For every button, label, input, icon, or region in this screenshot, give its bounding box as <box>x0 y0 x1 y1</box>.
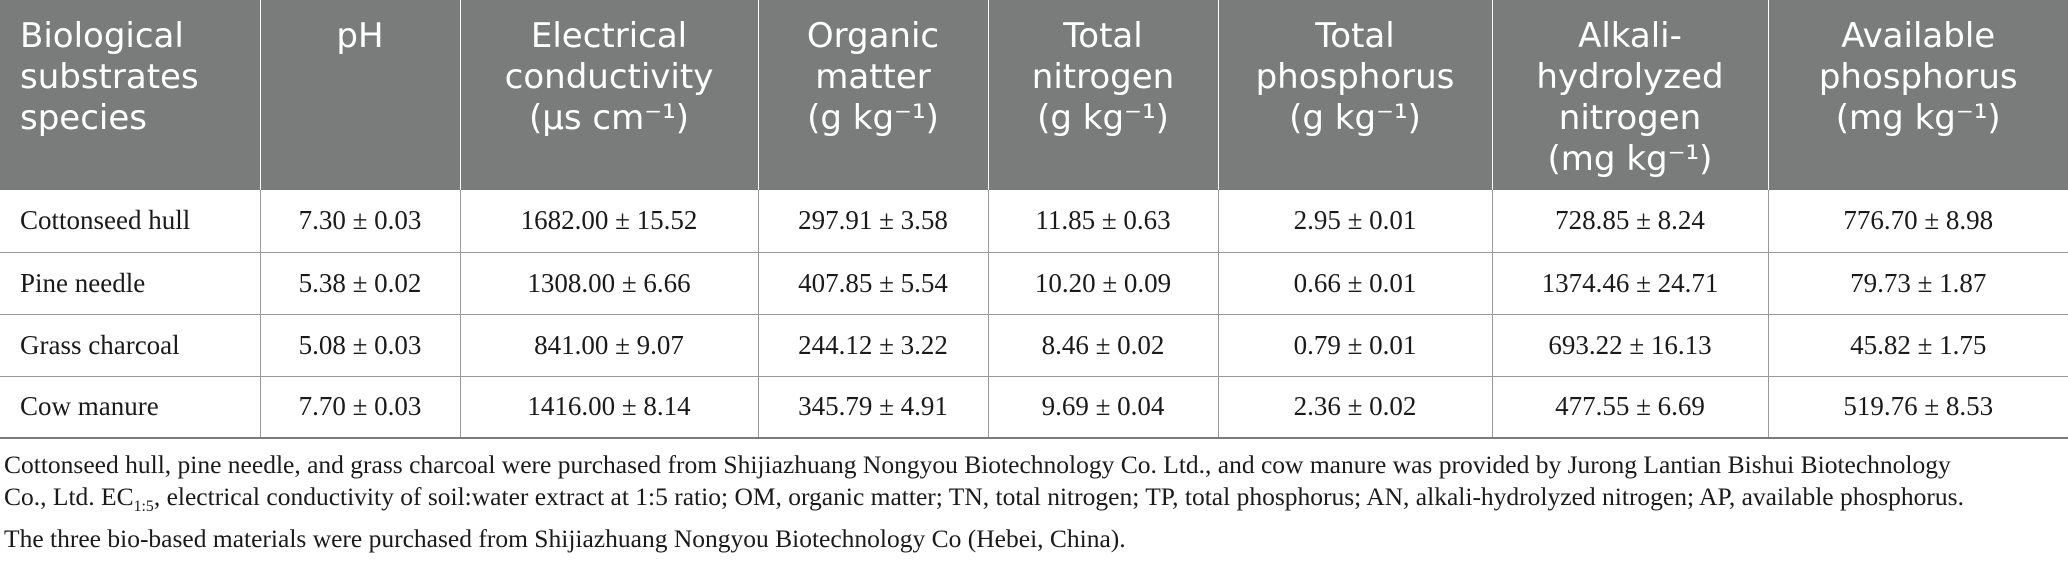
header-line: species <box>20 98 147 138</box>
table-cell: 8.46 ± 0.02 <box>988 314 1219 377</box>
substrate-properties-table: Biological substrates species pH Electrical c… <box>0 0 2068 439</box>
header-line: Available <box>1841 16 1996 56</box>
header-line: Total <box>1315 16 1395 56</box>
table-page: Biological substrates species pH Electrical c… <box>0 0 2068 555</box>
table-cell: 519.76 ± 8.53 <box>1768 376 2068 439</box>
footnote-line-2: Co., Ltd. EC1:5, electrical conductivity… <box>4 481 2064 523</box>
row-label: Cow manure <box>0 376 261 439</box>
table-row: Grass charcoal 5.08 ± 0.03 841.00 ± 9.07 24… <box>0 314 2068 377</box>
header-line: (mg kg⁻¹) <box>1547 139 1713 179</box>
table-cell: 0.66 ± 0.01 <box>1218 252 1493 315</box>
header-line: phosphorus <box>1255 57 1455 97</box>
header-line: (mg kg⁻¹) <box>1835 98 2001 138</box>
header-ap: Available phosphorus (mg kg⁻¹) <box>1768 0 2068 190</box>
table-cell: 5.08 ± 0.03 <box>260 314 461 377</box>
table-cell: 297.91 ± 3.58 <box>758 190 989 253</box>
header-line: Alkali- <box>1578 16 1682 56</box>
footnote-line-3: The three bio-based materials were purch… <box>4 524 1126 554</box>
header-an: Alkali-hydrolyzed nitrogen (mg kg⁻¹) <box>1492 0 1769 190</box>
table-cell: 345.79 ± 4.91 <box>758 376 989 439</box>
table-row: Cottonseed hull 7.30 ± 0.03 1682.00 ± 15.5… <box>0 190 2068 253</box>
table-row: Pine needle 5.38 ± 0.02 1308.00 ± 6.66 407.… <box>0 252 2068 315</box>
table-cell: 7.70 ± 0.03 <box>260 376 461 439</box>
header-line: Biological <box>20 16 184 56</box>
header-ph: pH <box>260 0 461 190</box>
table-body: Cottonseed hull 7.30 ± 0.03 1682.00 ± 15.5… <box>0 190 2068 439</box>
table-cell: 9.69 ± 0.04 <box>988 376 1219 439</box>
table-cell: 1682.00 ± 15.52 <box>460 190 759 253</box>
table-cell: 79.73 ± 1.87 <box>1768 252 2068 315</box>
header-line: matter <box>815 57 931 97</box>
row-label: Pine needle <box>0 252 261 315</box>
table-cell: 11.85 ± 0.63 <box>988 190 1219 253</box>
footnote-ec-subscript: 1:5 <box>133 498 154 516</box>
header-line: (g kg⁻¹) <box>1289 98 1421 138</box>
header-ec: Electrical conductivity (μs cm⁻¹) <box>460 0 759 190</box>
header-row: Biological substrates species pH Electrical c… <box>0 0 2068 190</box>
row-label: Cottonseed hull <box>0 190 261 253</box>
table-cell: 1308.00 ± 6.66 <box>460 252 759 315</box>
table-cell: 407.85 ± 5.54 <box>758 252 989 315</box>
header-line: pH <box>336 16 384 56</box>
table-cell: 1416.00 ± 8.14 <box>460 376 759 439</box>
table-cell: 477.55 ± 6.69 <box>1492 376 1769 439</box>
header-line: (μs cm⁻¹) <box>528 98 690 138</box>
table-footnote: Cottonseed hull, pine needle, and grass … <box>0 439 2068 555</box>
table-cell: 693.22 ± 16.13 <box>1492 314 1769 377</box>
header-om: Organic matter (g kg⁻¹) <box>758 0 989 190</box>
table-cell: 45.82 ± 1.75 <box>1768 314 2068 377</box>
table-cell: 244.12 ± 3.22 <box>758 314 989 377</box>
table-cell: 2.95 ± 0.01 <box>1218 190 1493 253</box>
header-tn: Total nitrogen (g kg⁻¹) <box>988 0 1219 190</box>
header-line: (g kg⁻¹) <box>1037 98 1169 138</box>
header-line: (g kg⁻¹) <box>807 98 939 138</box>
header-species: Biological substrates species <box>0 0 261 190</box>
table-cell: 10.20 ± 0.09 <box>988 252 1219 315</box>
footnote-line-1: Cottonseed hull, pine needle, and grass … <box>4 450 1951 479</box>
header-line: conductivity <box>504 57 714 97</box>
header-line: hydrolyzed <box>1536 57 1724 97</box>
table-row: Cow manure 7.70 ± 0.03 1416.00 ± 8.14 345.7… <box>0 376 2068 439</box>
header-line: substrates <box>20 57 199 97</box>
table-cell: 841.00 ± 9.07 <box>460 314 759 377</box>
table-cell: 2.36 ± 0.02 <box>1218 376 1493 439</box>
header-line: nitrogen <box>1031 57 1175 97</box>
footnote-line-2-end: , electrical conductivity of soil:water … <box>153 482 1964 511</box>
header-line: Organic <box>806 16 940 56</box>
table-cell: 776.70 ± 8.98 <box>1768 190 2068 253</box>
header-tp: Total phosphorus (g kg⁻¹) <box>1218 0 1493 190</box>
table-cell: 728.85 ± 8.24 <box>1492 190 1769 253</box>
footnote-line-2-start: Co., Ltd. EC <box>4 482 134 511</box>
row-label: Grass charcoal <box>0 314 261 377</box>
table-header: Biological substrates species pH Electrical c… <box>0 0 2068 190</box>
table-cell: 0.79 ± 0.01 <box>1218 314 1493 377</box>
header-line: Electrical <box>530 16 688 56</box>
header-line: Total <box>1063 16 1143 56</box>
header-line: nitrogen <box>1558 98 1702 138</box>
header-line: phosphorus <box>1818 57 2018 97</box>
table-cell: 7.30 ± 0.03 <box>260 190 461 253</box>
table-cell: 1374.46 ± 24.71 <box>1492 252 1769 315</box>
table-cell: 5.38 ± 0.02 <box>260 252 461 315</box>
